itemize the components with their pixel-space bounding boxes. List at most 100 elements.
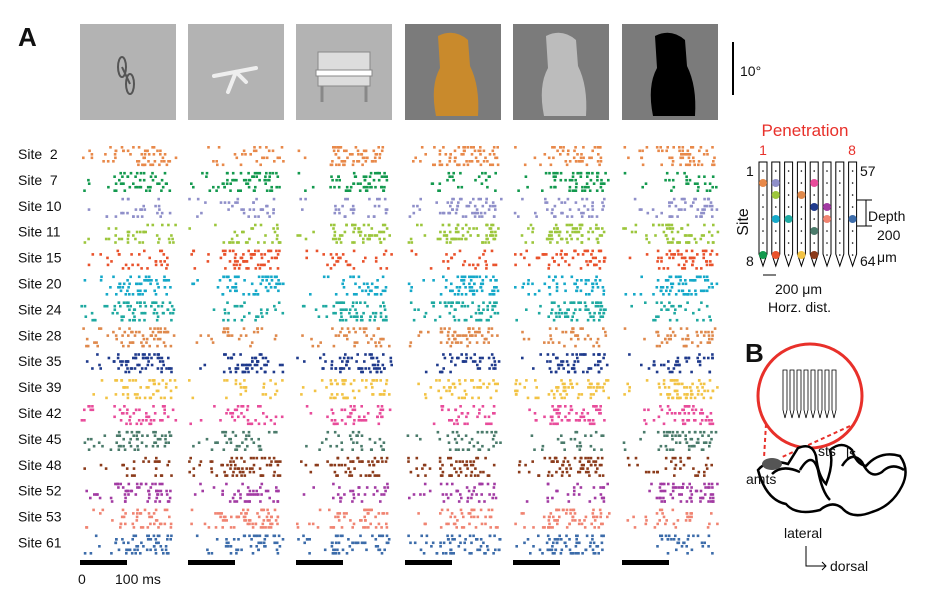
spike	[603, 231, 606, 234]
spike	[341, 393, 344, 396]
spike	[148, 497, 151, 500]
spike	[574, 438, 577, 441]
spike	[592, 405, 595, 408]
spike	[573, 490, 576, 493]
spike	[337, 493, 340, 496]
spike	[126, 367, 129, 370]
spike	[571, 327, 574, 330]
spike	[385, 250, 388, 253]
spike	[374, 486, 377, 489]
spike	[340, 315, 343, 318]
spike	[190, 523, 193, 526]
spike	[242, 405, 245, 408]
spike	[584, 434, 587, 437]
spike	[165, 267, 168, 270]
spike	[689, 490, 692, 493]
spike	[267, 360, 270, 363]
spike	[242, 231, 245, 234]
spike	[142, 419, 145, 422]
spike	[301, 334, 304, 337]
spike	[349, 189, 352, 192]
spike	[265, 357, 268, 360]
spike	[381, 552, 384, 555]
spike	[247, 250, 250, 253]
spike	[112, 160, 115, 163]
spike	[707, 331, 710, 334]
spike	[122, 412, 125, 415]
spike	[115, 150, 118, 153]
spike	[706, 305, 709, 308]
spike	[705, 441, 708, 444]
spike	[382, 276, 385, 279]
spike	[602, 293, 605, 296]
spike	[478, 312, 481, 315]
spike	[243, 327, 246, 330]
spike	[343, 512, 346, 515]
spike	[272, 208, 275, 211]
spike	[358, 460, 361, 463]
spike	[359, 301, 362, 304]
spike	[668, 179, 671, 182]
spike	[255, 175, 258, 178]
spike	[451, 357, 454, 360]
raster	[408, 276, 500, 296]
spike	[358, 286, 361, 289]
spike	[673, 198, 676, 201]
spike	[432, 164, 435, 167]
spike	[120, 523, 123, 526]
spike	[549, 293, 552, 296]
spike	[223, 353, 226, 356]
spike	[527, 227, 530, 230]
spike	[667, 483, 670, 486]
spike	[699, 364, 702, 367]
shank	[783, 370, 787, 418]
spike	[493, 412, 496, 415]
spike	[481, 523, 484, 526]
spike	[708, 535, 711, 538]
raster	[431, 172, 497, 192]
spike	[597, 153, 600, 156]
spike	[223, 448, 226, 451]
spike	[640, 276, 643, 279]
spike	[268, 431, 271, 434]
spike	[407, 535, 410, 538]
spike	[299, 198, 302, 201]
spike	[155, 552, 158, 555]
spike	[161, 357, 164, 360]
spike	[267, 490, 270, 493]
spike	[330, 267, 333, 270]
spike	[596, 238, 599, 241]
spike	[258, 179, 261, 182]
spike	[658, 416, 661, 419]
spike	[578, 519, 581, 522]
spike	[647, 212, 650, 215]
spike	[156, 312, 159, 315]
spike	[374, 234, 377, 237]
spike	[671, 371, 674, 374]
spike	[297, 526, 300, 529]
spike	[159, 500, 162, 503]
spike	[386, 457, 389, 460]
raster	[83, 172, 171, 192]
spike	[257, 405, 260, 408]
spike	[353, 467, 356, 470]
spike	[557, 438, 560, 441]
spike	[671, 231, 674, 234]
spike	[697, 393, 700, 396]
spike	[562, 367, 565, 370]
spike	[254, 419, 257, 422]
spike	[145, 367, 148, 370]
spike	[681, 257, 684, 260]
spike	[330, 383, 333, 386]
spike	[690, 397, 693, 400]
spike	[114, 234, 117, 237]
spike	[472, 146, 475, 149]
spike	[121, 175, 124, 178]
spike	[551, 545, 554, 548]
spike	[365, 290, 368, 293]
spike	[559, 146, 562, 149]
spike	[593, 423, 596, 426]
spike	[136, 438, 139, 441]
spike	[129, 276, 132, 279]
spike	[702, 545, 705, 548]
